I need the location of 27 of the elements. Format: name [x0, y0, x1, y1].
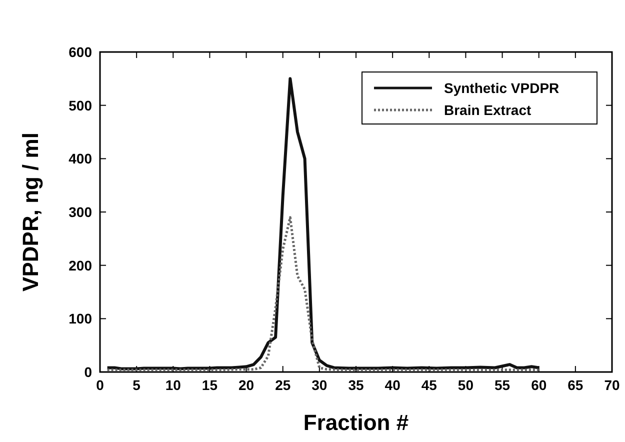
x-tick-label: 40	[384, 377, 401, 393]
x-tick-label: 45	[421, 377, 438, 393]
y-axis-title: VPDPR, ng / ml	[18, 132, 43, 292]
x-tick-label: 5	[132, 377, 141, 393]
legend-label: Brain Extract	[444, 102, 532, 118]
y-tick-label: 500	[68, 97, 92, 114]
y-tick-label: 300	[68, 204, 92, 220]
legend-label: Synthetic VPDPR	[444, 80, 560, 96]
y-tick-label: 100	[68, 310, 92, 327]
y-tick-label: 400	[68, 150, 92, 167]
x-tick-label: 0	[96, 377, 104, 393]
x-tick-label: 30	[312, 377, 328, 393]
x-tick-label: 50	[458, 377, 474, 393]
y-tick-label: 600	[68, 44, 92, 60]
x-tick-label: 20	[238, 377, 254, 393]
y-tick-label: 0	[84, 364, 92, 380]
line-series	[106, 216, 540, 372]
y-tick-label: 200	[68, 257, 92, 274]
x-tick-label: 15	[202, 377, 218, 393]
x-tick-label: 65	[568, 377, 584, 393]
x-tick-label: 55	[494, 377, 510, 393]
x-axis-title: Fraction #	[303, 410, 409, 435]
x-tick-label: 25	[275, 377, 291, 393]
x-tick-label: 10	[165, 377, 182, 393]
x-tick-label: 70	[604, 377, 620, 393]
x-tick-label: 35	[348, 377, 364, 393]
x-tick-label: 60	[531, 377, 547, 393]
